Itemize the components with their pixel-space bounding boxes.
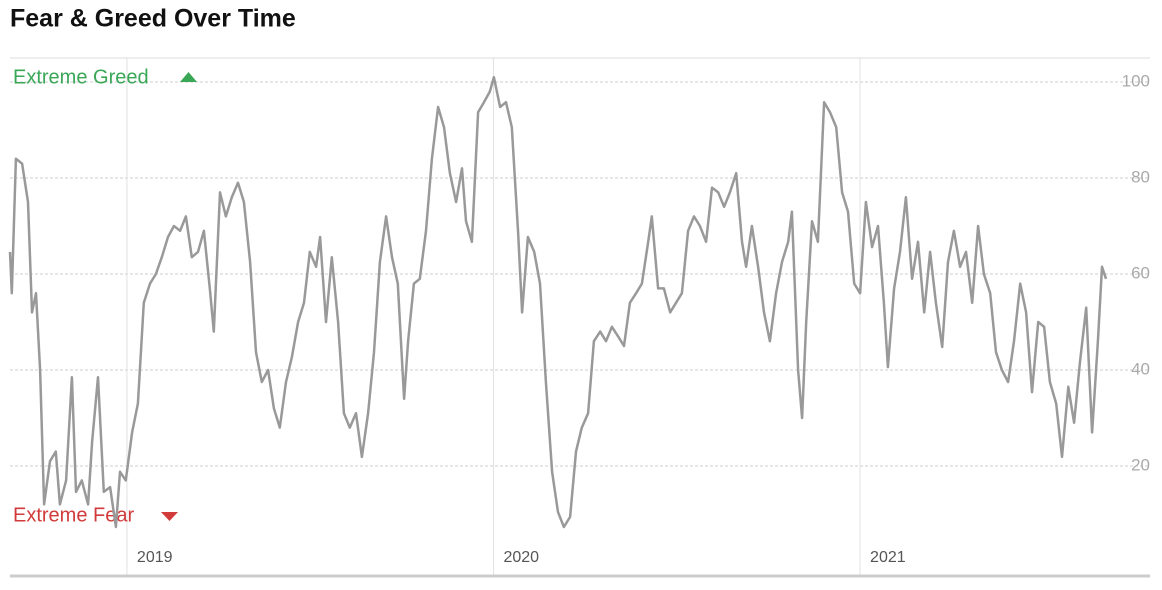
annotation: Extreme Fear xyxy=(13,504,134,526)
y-tick-label: 20 xyxy=(1131,455,1150,474)
y-tick-label: 40 xyxy=(1131,359,1150,378)
x-tick-label: 2021 xyxy=(870,549,906,566)
y-tick-label: 60 xyxy=(1131,263,1150,282)
chart-title: Fear & Greed Over Time xyxy=(10,5,296,33)
x-tick-label: 2020 xyxy=(503,549,539,566)
data-line xyxy=(8,75,1108,529)
x-tick-label: 2019 xyxy=(137,549,173,566)
y-tick-label: 100 xyxy=(1122,71,1150,90)
fear-arrow xyxy=(161,512,178,521)
annotation: Extreme Greed xyxy=(13,66,149,88)
greed-arrow xyxy=(180,72,197,82)
y-tick-label: 80 xyxy=(1131,167,1150,186)
